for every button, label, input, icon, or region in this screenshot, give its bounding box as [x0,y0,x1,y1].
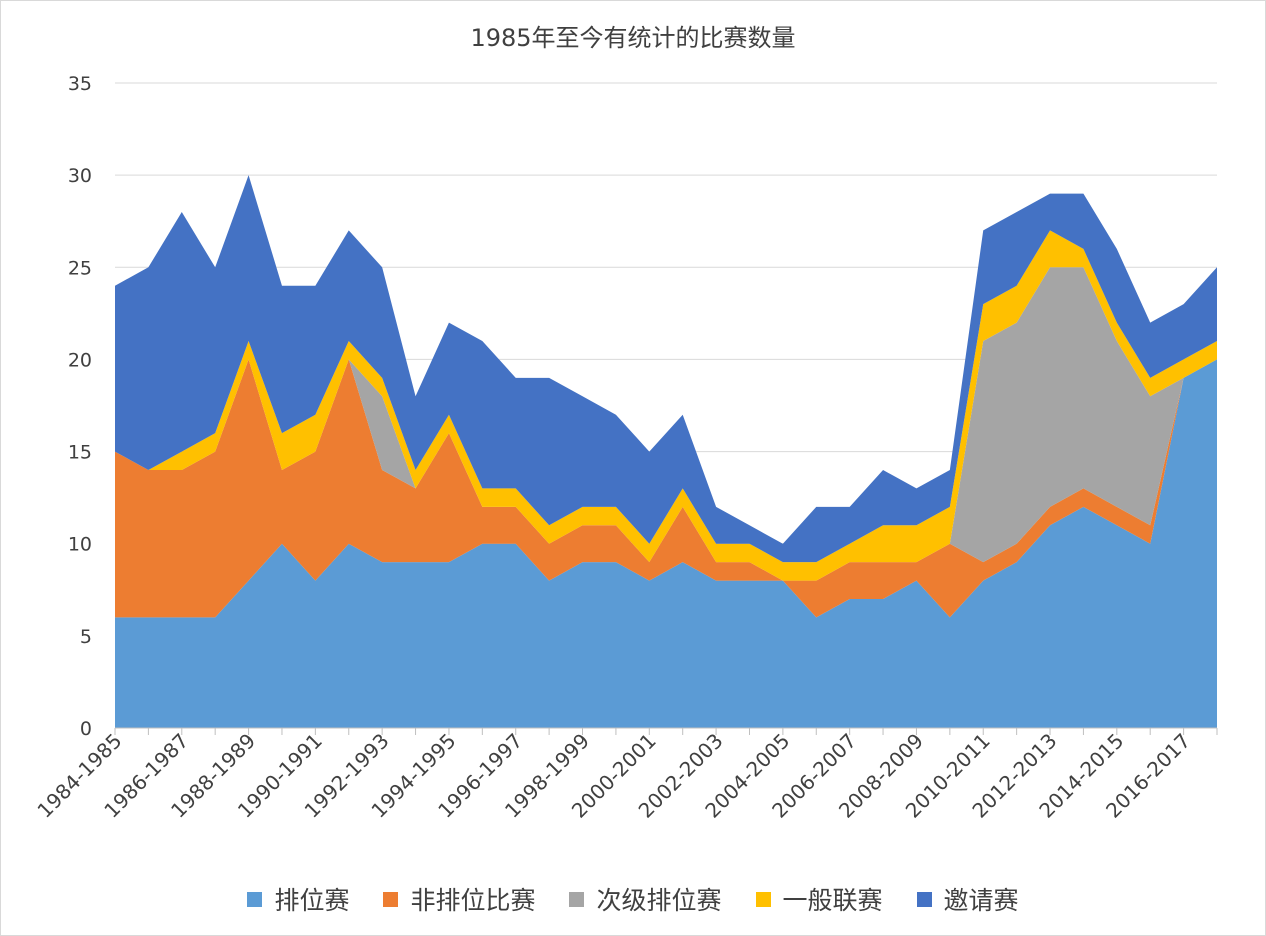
y-tick-label: 20 [68,349,92,371]
y-tick-label: 25 [68,257,92,279]
legend-item: 次级排位赛 [569,881,722,917]
legend: 排位赛 非排位比赛 次级排位赛 一般联赛 邀请赛 [0,877,1266,921]
legend-label: 一般联赛 [782,886,883,915]
area-series-0 [115,359,1217,728]
y-tick-label: 30 [68,165,92,187]
area-series-layer [115,175,1217,728]
area-series-1 [115,359,1217,618]
legend-label: 次级排位赛 [596,886,722,915]
area-series-4 [115,175,1217,563]
y-tick-label: 35 [68,73,92,95]
legend-item: 邀请赛 [916,881,1019,917]
area-series-2 [115,267,1217,581]
y-tick-label: 5 [80,626,92,648]
legend-label: 排位赛 [274,886,350,915]
legend-item: 排位赛 [247,881,349,917]
chart-title: 1985年至今有统计的比赛数量 [470,24,796,52]
y-tick-label: 0 [80,718,92,740]
y-tick-label: 10 [68,534,92,556]
legend-swatch [383,891,399,907]
legend-item: 一般联赛 [755,881,883,917]
legend-swatch [247,891,263,907]
legend-label: 邀请赛 [943,886,1019,915]
y-tick-label: 15 [68,442,92,464]
legend-swatch [916,891,932,907]
legend-item: 非排位比赛 [383,881,535,917]
legend-label: 非排位比赛 [410,886,536,915]
legend-swatch [569,891,585,907]
legend-swatch [755,891,771,907]
